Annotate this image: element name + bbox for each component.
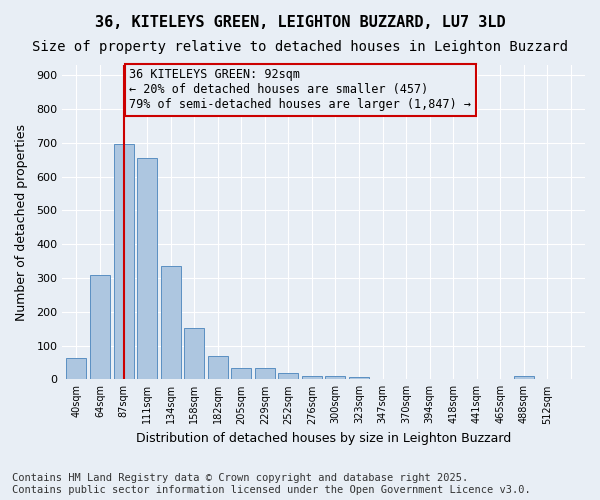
Bar <box>113 144 134 380</box>
Bar <box>90 274 110 380</box>
Bar <box>514 376 534 380</box>
Text: 36 KITELEYS GREEN: 92sqm
← 20% of detached houses are smaller (457)
79% of semi-: 36 KITELEYS GREEN: 92sqm ← 20% of detach… <box>130 68 472 112</box>
Bar <box>208 356 228 380</box>
Y-axis label: Number of detached properties: Number of detached properties <box>15 124 28 320</box>
Bar <box>137 158 157 380</box>
Bar <box>349 376 369 380</box>
X-axis label: Distribution of detached houses by size in Leighton Buzzard: Distribution of detached houses by size … <box>136 432 511 445</box>
Bar <box>302 376 322 380</box>
Bar <box>161 266 181 380</box>
Bar <box>255 368 275 380</box>
Text: Size of property relative to detached houses in Leighton Buzzard: Size of property relative to detached ho… <box>32 40 568 54</box>
Bar <box>184 328 204 380</box>
Bar <box>231 368 251 380</box>
Text: Contains HM Land Registry data © Crown copyright and database right 2025.
Contai: Contains HM Land Registry data © Crown c… <box>12 474 531 495</box>
Bar <box>278 373 298 380</box>
Bar <box>325 376 346 380</box>
Bar <box>67 358 86 380</box>
Text: 36, KITELEYS GREEN, LEIGHTON BUZZARD, LU7 3LD: 36, KITELEYS GREEN, LEIGHTON BUZZARD, LU… <box>95 15 505 30</box>
